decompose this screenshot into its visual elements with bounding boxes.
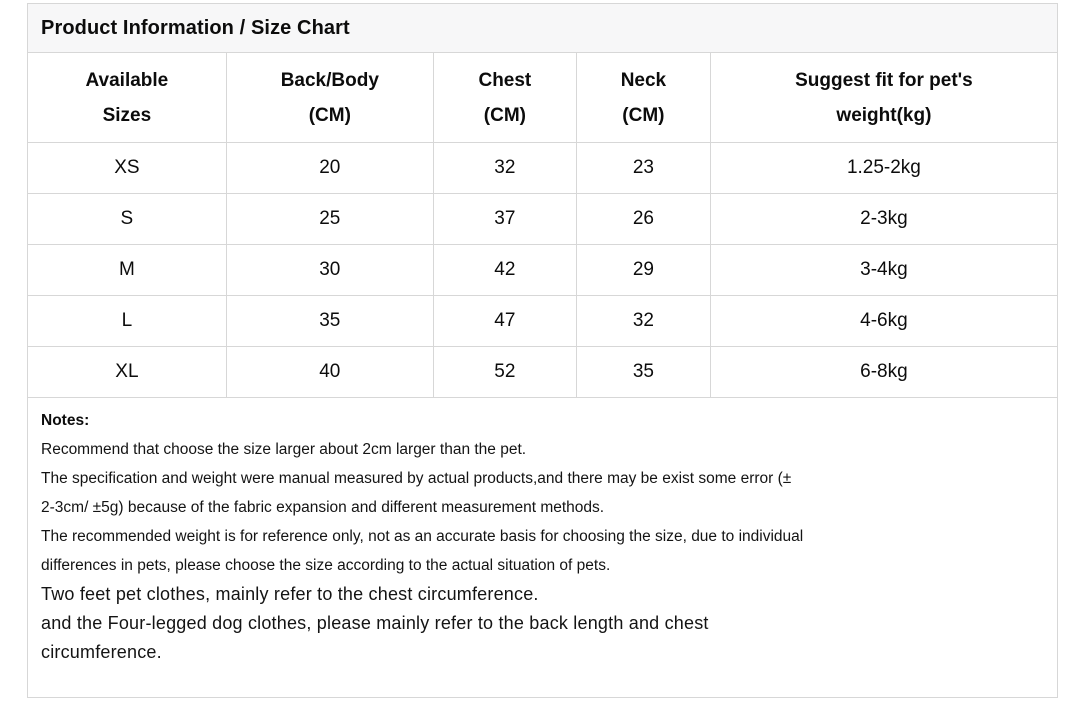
cell-weight: 6-8kg <box>709 346 1059 398</box>
note-line-8: circumference. <box>41 642 162 662</box>
page-title: Product Information / Size Chart <box>41 17 350 39</box>
column-header-back-body-cm: Back/Body (CM) <box>225 52 434 143</box>
cell-neck-cm: 32 <box>575 295 711 347</box>
note-line-3: 2-3cm/ ±5g) because of the fabric expans… <box>41 499 605 516</box>
cell-weight: 2-3kg <box>709 193 1059 245</box>
cell-chest-cm: 52 <box>432 346 577 398</box>
table-row-xs: XS 20 32 23 1.25-2kg <box>27 142 1059 194</box>
size-chart-panel: Product Information / Size Chart Availab… <box>27 3 1059 698</box>
column-header-line2: (CM) <box>308 104 351 126</box>
column-header-available-sizes: Available Sizes <box>27 52 227 143</box>
note-line-2: The specification and weight were manual… <box>41 470 792 487</box>
cell-back-body-cm: 25 <box>225 193 434 245</box>
cell-size: XS <box>27 142 227 194</box>
column-header-line2: (CM) <box>622 104 665 126</box>
table-row-l: L 35 47 32 4-6kg <box>27 295 1059 347</box>
column-header-line1: Chest <box>478 69 532 91</box>
column-header-line1: Back/Body <box>280 69 379 91</box>
column-header-line2: Sizes <box>102 104 152 126</box>
column-header-line1: Suggest fit for pet's <box>795 69 973 91</box>
cell-chest-cm: 37 <box>432 193 577 245</box>
cell-back-body-cm: 20 <box>225 142 434 194</box>
table-row-s: S 25 37 26 2-3kg <box>27 193 1059 245</box>
cell-size: XL <box>27 346 227 398</box>
notes-lines: Recommend that choose the size larger ab… <box>41 435 1044 667</box>
cell-weight: 1.25-2kg <box>709 142 1059 194</box>
notes-section: Notes: Recommend that choose the size la… <box>27 398 1058 698</box>
note-line-7: and the Four-legged dog clothes, please … <box>41 613 709 633</box>
cell-neck-cm: 29 <box>575 244 711 296</box>
panel-title-bar: Product Information / Size Chart <box>27 3 1058 52</box>
cell-weight: 4-6kg <box>709 295 1059 347</box>
cell-back-body-cm: 30 <box>225 244 434 296</box>
table-row-m: M 30 42 29 3-4kg <box>27 244 1059 296</box>
cell-size: L <box>27 295 227 347</box>
cell-chest-cm: 32 <box>432 142 577 194</box>
column-header-line1: Neck <box>620 69 667 91</box>
column-header-line1: Available <box>85 69 169 91</box>
cell-weight: 3-4kg <box>709 244 1059 296</box>
note-line-1: Recommend that choose the size larger ab… <box>41 441 527 458</box>
column-header-suggest-weight: Suggest fit for pet's weight(kg) <box>709 52 1059 143</box>
note-line-6: Two feet pet clothes, mainly refer to th… <box>41 584 539 604</box>
cell-size: S <box>27 193 227 245</box>
column-header-line2: (CM) <box>483 104 526 126</box>
cell-chest-cm: 42 <box>432 244 577 296</box>
column-header-neck-cm: Neck (CM) <box>575 52 711 143</box>
column-header-chest-cm: Chest (CM) <box>432 52 577 143</box>
cell-size: M <box>27 244 227 296</box>
cell-neck-cm: 26 <box>575 193 711 245</box>
table-row-xl: XL 40 52 35 6-8kg <box>27 346 1059 398</box>
note-line-5: differences in pets, please choose the s… <box>41 557 611 574</box>
cell-chest-cm: 47 <box>432 295 577 347</box>
cell-neck-cm: 23 <box>575 142 711 194</box>
cell-back-body-cm: 40 <box>225 346 434 398</box>
size-chart-table: Available Sizes Back/Body (CM) Chest (CM) Neck… <box>27 52 1059 398</box>
note-line-4: The recommended weight is for reference … <box>41 528 804 545</box>
notes-label: Notes: <box>41 412 90 429</box>
column-header-line2: weight(kg) <box>836 104 932 126</box>
cell-back-body-cm: 35 <box>225 295 434 347</box>
table-header-row: Available Sizes Back/Body (CM) Chest (CM) Neck… <box>27 52 1059 143</box>
cell-neck-cm: 35 <box>575 346 711 398</box>
